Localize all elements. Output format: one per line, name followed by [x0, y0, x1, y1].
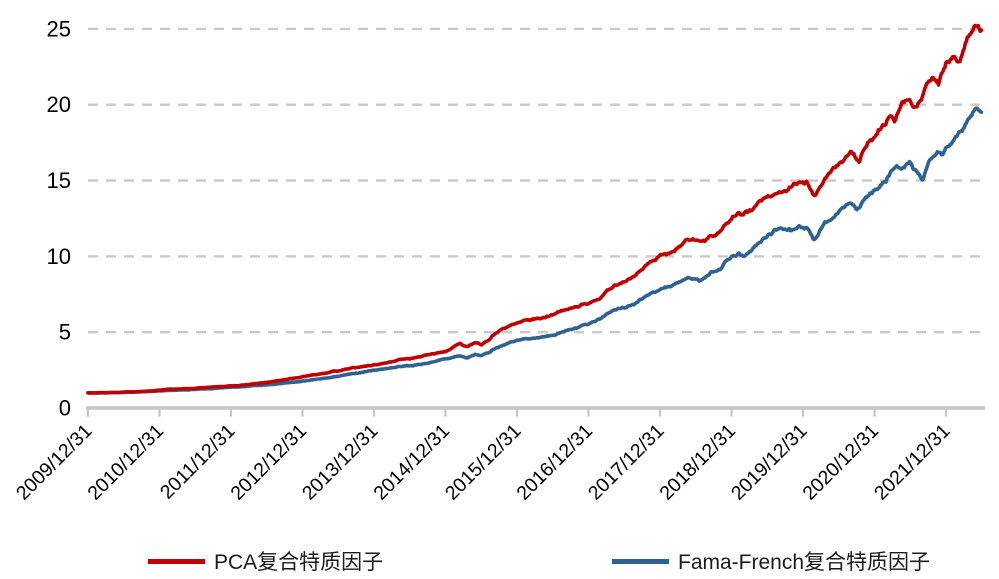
- series-fama-french-line: [86, 106, 984, 395]
- x-axis-label: 2017/12/31: [584, 420, 669, 505]
- y-axis-label: 15: [47, 168, 71, 193]
- gridlines: [88, 27, 985, 334]
- y-axis-label: 10: [47, 244, 71, 269]
- x-axis-label: 2015/12/31: [441, 420, 526, 505]
- y-axis-labels: 0 5 10 15 20 25: [47, 16, 71, 420]
- x-axis-label: 2013/12/31: [298, 420, 383, 505]
- x-axis-label: 2016/12/31: [512, 420, 597, 505]
- x-axis-label: 2014/12/31: [369, 420, 454, 505]
- x-axis-labels: 2009/12/312010/12/312011/12/312012/12/31…: [12, 420, 955, 505]
- x-axis-label: 2020/12/31: [798, 420, 883, 505]
- y-axis-label: 25: [47, 16, 71, 41]
- x-axis-label: 2021/12/31: [870, 420, 955, 505]
- y-axis-label: 5: [59, 320, 71, 345]
- y-axis-label: 20: [47, 92, 71, 117]
- x-axis-label: 2010/12/31: [83, 420, 168, 505]
- x-axis-label: 2019/12/31: [727, 420, 812, 505]
- series-pca-line: [86, 23, 984, 395]
- x-axis-label: 2012/12/31: [226, 420, 311, 505]
- x-axis-label: 2009/12/31: [12, 420, 97, 505]
- x-axis-label: 2018/12/31: [655, 420, 740, 505]
- x-axis: [86, 406, 985, 417]
- x-axis-label: 2011/12/31: [156, 420, 240, 504]
- y-axis-label: 0: [59, 396, 71, 421]
